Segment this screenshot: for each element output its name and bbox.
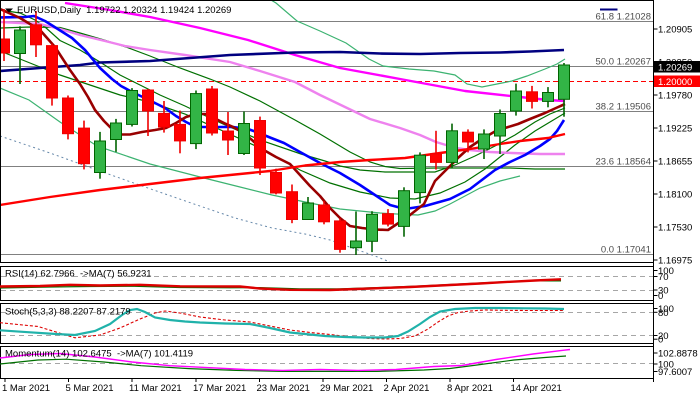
svg-text:Momentum(14) 102.6475 ->MA(7): Momentum(14) 102.6475 ->MA(7) 101.4119 <box>5 349 193 360</box>
svg-text:97.6007: 97.6007 <box>658 367 692 378</box>
svg-text:70: 70 <box>658 272 669 283</box>
svg-text:1 Mar 2021: 1 Mar 2021 <box>2 383 50 394</box>
svg-text:1.16975: 1.16975 <box>658 256 692 267</box>
svg-text:Stoch(5,3,3) 88.2207 87.2179: Stoch(5,3,3) 88.2207 87.2179 <box>5 307 131 318</box>
svg-text:1.19225: 1.19225 <box>658 124 692 135</box>
svg-text:29 Mar 2021: 29 Mar 2021 <box>320 383 373 394</box>
svg-text:14 Apr 2021: 14 Apr 2021 <box>511 383 562 394</box>
svg-text:1.20000: 1.20000 <box>658 77 692 88</box>
svg-text:2 Apr 2021: 2 Apr 2021 <box>384 383 430 394</box>
svg-text:23 Mar 2021: 23 Mar 2021 <box>257 383 310 394</box>
svg-text:50.0 1.20267: 50.0 1.20267 <box>596 57 651 68</box>
svg-text:1.18655: 1.18655 <box>658 157 692 168</box>
svg-text:100: 100 <box>658 304 674 315</box>
svg-text:100: 100 <box>658 266 674 277</box>
svg-text:100: 100 <box>658 360 674 371</box>
svg-text:0: 0 <box>658 291 663 302</box>
svg-text:5 Mar 2021: 5 Mar 2021 <box>66 383 114 394</box>
svg-text:30: 30 <box>658 286 669 297</box>
svg-text:0: 0 <box>658 335 663 346</box>
svg-text:EURUSD,Daily 1.19722 1.20324: EURUSD,Daily 1.19722 1.20324 1.19424 1.2… <box>17 5 231 16</box>
svg-text:1.20905: 1.20905 <box>658 25 692 36</box>
svg-text:61.8 1.21028: 61.8 1.21028 <box>596 12 651 23</box>
svg-text:1.17530: 1.17530 <box>658 223 692 234</box>
svg-text:17 Mar 2021: 17 Mar 2021 <box>193 383 246 394</box>
svg-text:38.2 1.19506: 38.2 1.19506 <box>596 102 651 113</box>
svg-text:1.18100: 1.18100 <box>658 190 692 201</box>
svg-text:102.8878: 102.8878 <box>658 349 698 360</box>
svg-text:8 Apr 2021: 8 Apr 2021 <box>447 383 493 394</box>
svg-text:1.20269: 1.20269 <box>658 63 692 74</box>
svg-text:23.6 1.18564: 23.6 1.18564 <box>596 157 651 168</box>
svg-text:11 Mar 2021: 11 Mar 2021 <box>129 383 182 394</box>
svg-text:20: 20 <box>658 331 669 342</box>
svg-text:1.19780: 1.19780 <box>658 91 692 102</box>
svg-text:RSI(14) 62.7966 ->MA(7) 56.92: RSI(14) 62.7966 ->MA(7) 56.9231 <box>5 269 152 280</box>
svg-text:0.0 1.17041: 0.0 1.17041 <box>601 245 651 256</box>
svg-text:80: 80 <box>658 308 669 319</box>
